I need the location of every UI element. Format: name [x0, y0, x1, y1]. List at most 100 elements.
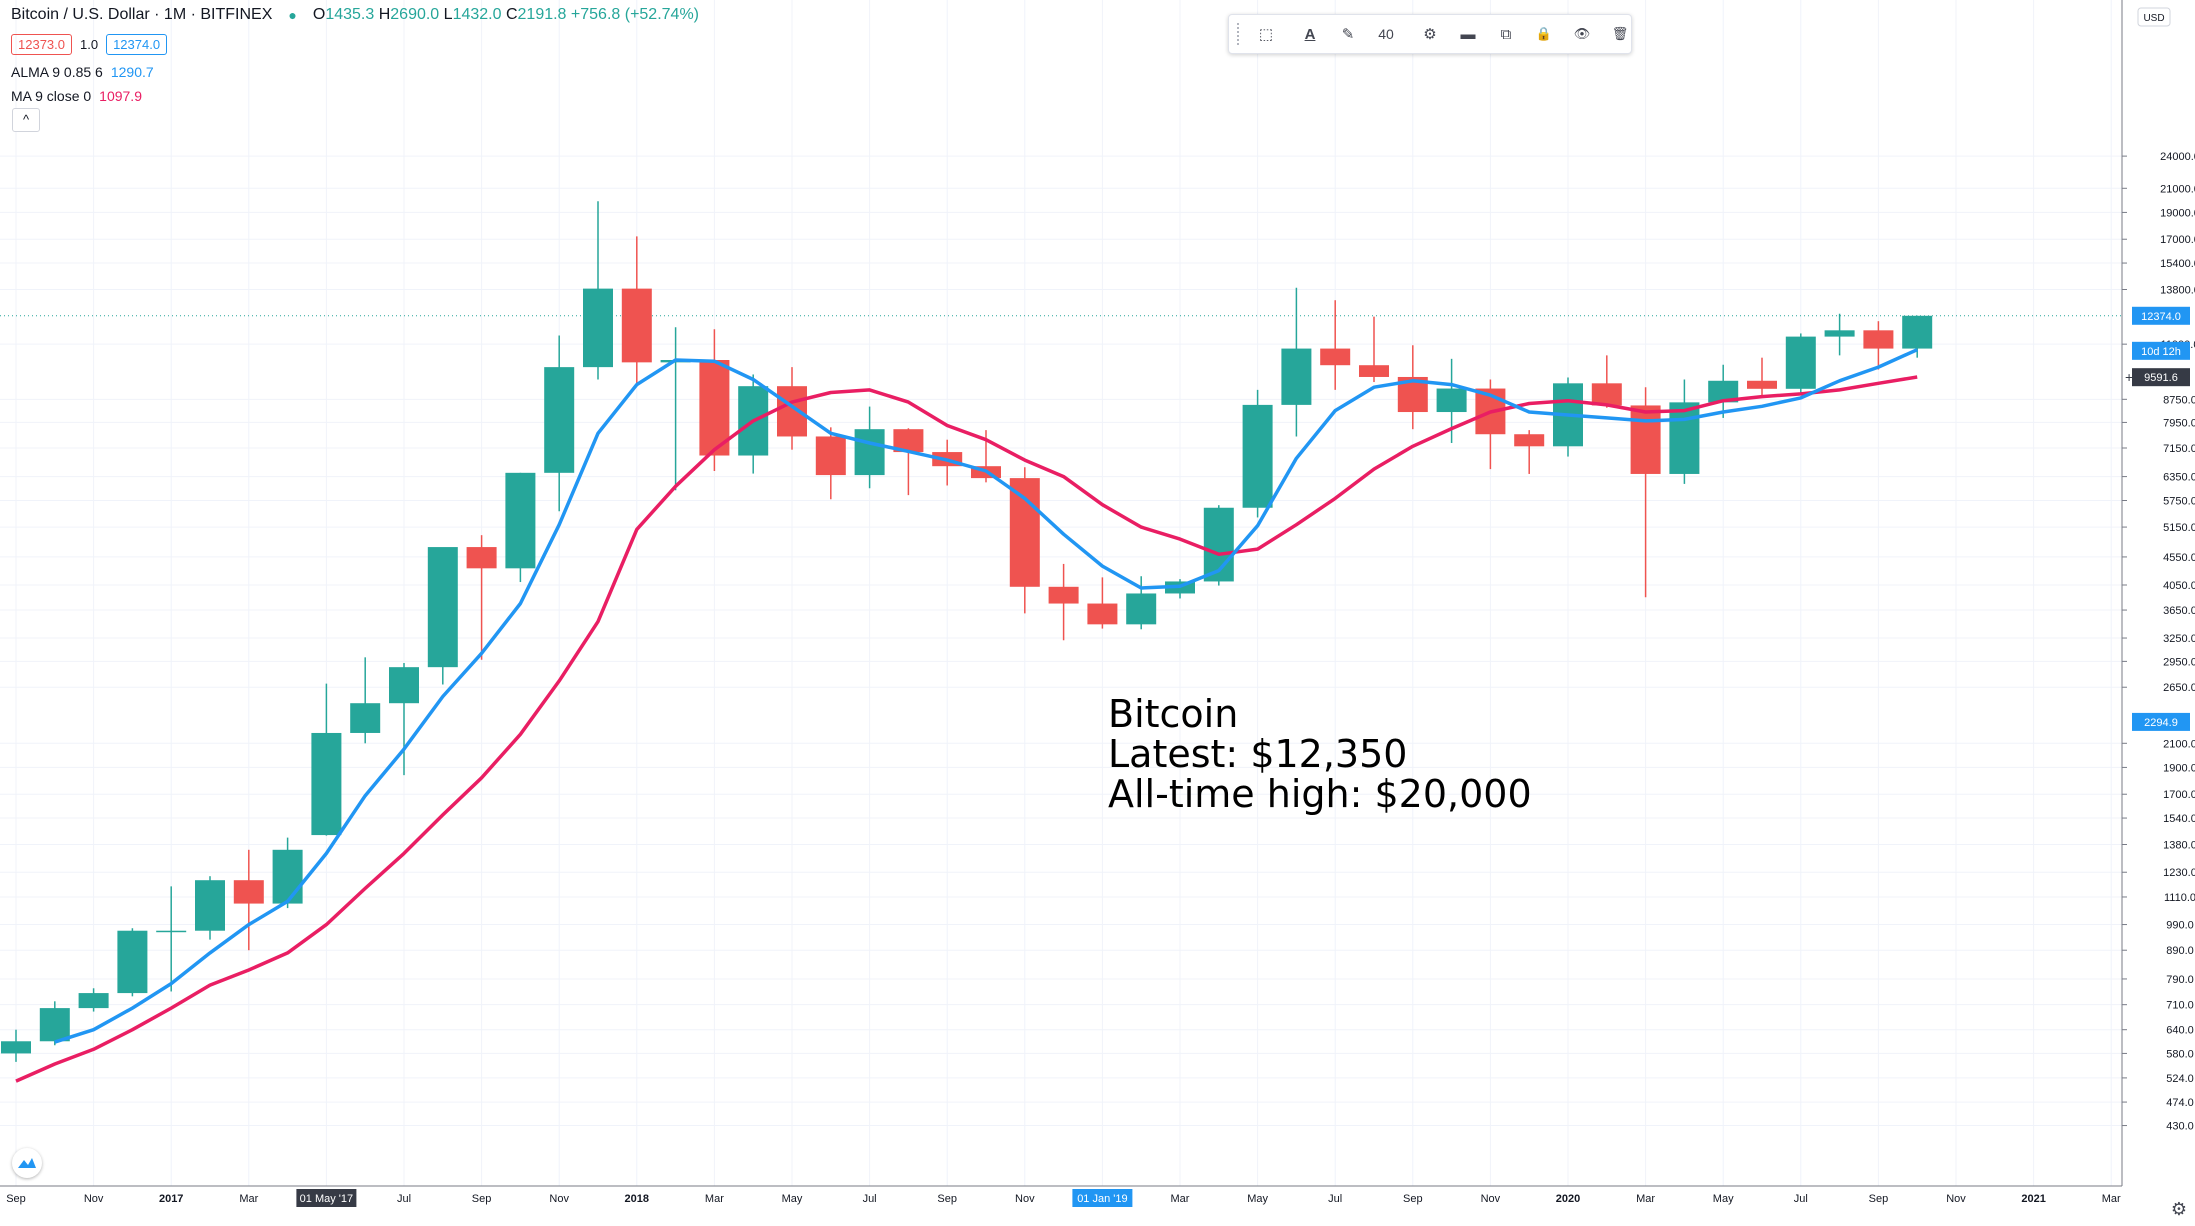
eye-icon[interactable]: 👁: [1573, 26, 1591, 41]
visual-order-icon[interactable]: ▬: [1460, 25, 1476, 43]
candle: [854, 406, 885, 489]
candle-body: [1630, 405, 1661, 474]
time-tick-label: Mar: [1636, 1193, 1655, 1205]
ma-label: MA 9 close 0: [11, 88, 92, 104]
candle-body: [272, 849, 303, 904]
candle-body: [1048, 586, 1079, 604]
time-axis[interactable]: Sep Nov 2017 Mar 01 May '17 Jul Sep Nov 2018 Mar M…: [0, 1185, 2195, 1226]
candle-body: [1708, 380, 1739, 403]
candle-body: [195, 880, 225, 931]
candle: [1281, 287, 1312, 437]
price-tag: [2132, 368, 2190, 387]
price-tick-label: 430.0: [2166, 1121, 2194, 1133]
candle: [350, 657, 381, 744]
candle-body: [389, 667, 419, 704]
time-tick-label: Nov: [84, 1193, 104, 1205]
price-axis[interactable]: 430.0 474.0 524.0 580.0 640.0 710.0 790.0 890.0…: [2121, 0, 2195, 1186]
time-tick-label: Mar: [239, 1193, 258, 1205]
alma-value: 1290.7: [110, 64, 154, 80]
price-tag: [2132, 306, 2190, 325]
price-tick-label: 1380.0: [2163, 839, 2195, 851]
drag-handle-icon[interactable]: [1237, 23, 1239, 45]
price-tag-label: 10d 12h: [2141, 346, 2181, 358]
pen-color-icon[interactable]: ✎: [1341, 26, 1355, 43]
lock-icon[interactable]: 🔒: [1535, 26, 1553, 41]
change-value: +756.8 (+52.74%): [570, 6, 699, 23]
candle: [1824, 313, 1855, 356]
candle-body: [156, 930, 187, 933]
time-tick-label: Sep: [1869, 1193, 1889, 1205]
candle: [1902, 315, 1933, 358]
clone-icon[interactable]: ⧉: [1500, 25, 1512, 43]
time-tick-label: Mar: [1171, 1193, 1190, 1205]
candle-body: [505, 472, 536, 569]
ohlc-values: O1435.3 H2690.0 L1432.0 C2191.8 +756.8 (…: [313, 6, 699, 24]
candle-body: [427, 547, 458, 668]
annotation-line-2: Latest: $12,350: [1108, 732, 1408, 776]
price-tick-label: 710.0: [2166, 1000, 2194, 1012]
candle: [78, 988, 109, 1012]
price-tick-label: 7150.0: [2163, 443, 2195, 455]
high-value: 2690.0: [390, 6, 440, 23]
candle-body: [466, 547, 497, 569]
time-tick-label: May: [782, 1193, 803, 1205]
candle-body: [1863, 330, 1894, 349]
time-tick-label: 01 May '17: [300, 1193, 353, 1205]
time-tick-label: Jul: [863, 1193, 877, 1205]
market-status-dot-icon: ●: [288, 7, 297, 23]
candle: [1669, 379, 1700, 484]
candle-body: [1281, 348, 1312, 405]
candlestick-series: [1, 201, 1933, 1062]
price-tick-label: 990.0: [2166, 920, 2194, 932]
candle-body: [1126, 593, 1157, 625]
currency-label: USD: [2143, 13, 2164, 24]
ma-legend[interactable]: MA 9 close 0 1097.9: [11, 88, 142, 104]
candle-body: [117, 930, 148, 994]
ma-value: 1097.9: [99, 88, 142, 104]
time-tick-label: Sep: [472, 1193, 492, 1205]
select-area-icon[interactable]: ⬚: [1258, 26, 1274, 43]
chart-settings-icon[interactable]: ⚙: [2170, 1199, 2187, 1219]
price-axis-background: [2122, 0, 2195, 1186]
text-color-icon[interactable]: A: [1304, 25, 1316, 43]
sell-price-button[interactable]: 12373.0: [11, 34, 72, 55]
candle-body: [233, 880, 264, 904]
alma-label: ALMA 9 0.85 6: [11, 64, 103, 80]
candle-body: [777, 386, 807, 437]
close-label: C: [505, 6, 518, 23]
candle-body: [1436, 388, 1467, 413]
ma-line: [15, 375, 1918, 1083]
buy-price-button[interactable]: 12374.0: [106, 34, 168, 55]
price-tick-label: 474.0: [2166, 1097, 2194, 1109]
time-tick-label: 2017: [159, 1193, 183, 1205]
candle: [156, 886, 187, 992]
price-tick-label: 13800.0: [2160, 284, 2195, 296]
price-tick-label: 5750.0: [2163, 496, 2195, 508]
price-tick-label: 640.0: [2166, 1025, 2194, 1037]
candle-body: [1747, 380, 1777, 389]
candle: [660, 327, 691, 491]
settings-icon[interactable]: ⚙: [1423, 26, 1437, 43]
candle: [233, 849, 264, 951]
symbol-title[interactable]: Bitcoin / U.S. Dollar · 1M · BITFINEX: [11, 6, 273, 23]
text-annotation[interactable]: Bitcoin Latest: $12,350 All-time high: $…: [1108, 694, 1532, 814]
plus-icon: +: [2125, 369, 2133, 385]
time-tick-label: Nov: [1481, 1193, 1501, 1205]
candle: [117, 928, 148, 997]
low-value: 1432.0: [452, 6, 502, 23]
candle: [39, 1001, 70, 1046]
candle-body: [1824, 330, 1855, 337]
candle: [195, 876, 225, 940]
candle: [466, 535, 497, 660]
font-size-select[interactable]: 40: [1378, 26, 1394, 42]
trash-icon[interactable]: 🗑: [1611, 26, 1629, 41]
price-tick-label: 4550.0: [2163, 552, 2195, 564]
time-tag: [1072, 1189, 1133, 1207]
price-tick-label: 4050.0: [2163, 580, 2195, 592]
collapse-legend-button[interactable]: ^: [12, 108, 40, 132]
alma-legend[interactable]: ALMA 9 0.85 6 1290.7: [11, 64, 154, 80]
tradingview-logo-icon[interactable]: [12, 1148, 42, 1178]
time-tick-label: Nov: [549, 1193, 569, 1205]
price-tick-label: 8750.0: [2163, 394, 2195, 406]
